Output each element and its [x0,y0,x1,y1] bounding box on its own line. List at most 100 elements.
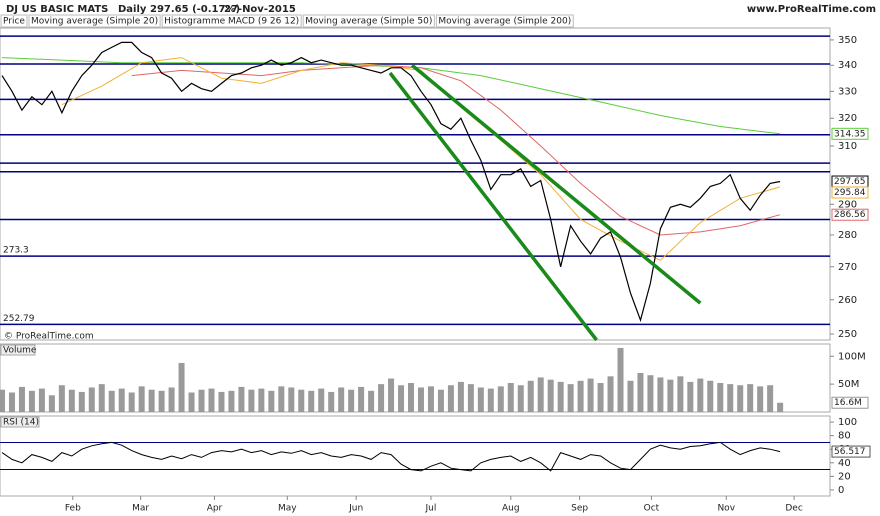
volume-bar [717,383,724,412]
x-tick-label: Apr [207,504,223,514]
legend-entry: Price [3,17,25,27]
volume-bar [477,387,484,412]
volume-bar [417,387,424,412]
trend-line [388,71,598,342]
volume-bar [148,389,155,412]
value-box [831,127,869,140]
x-tick-label: Jul [425,504,437,514]
volume-bar [587,378,594,412]
value-box [831,186,869,199]
volume-bar [457,381,464,412]
volume-bar [487,388,494,412]
volume-bar [737,385,744,412]
volume-bar [308,390,315,412]
volume-bar [767,385,774,412]
value-box-label: 16.6M [834,398,862,408]
panel-label-box [0,344,36,356]
volume-bar [378,384,385,412]
volume-bar [398,385,405,412]
volume-bar [437,389,444,412]
legend-box [302,14,435,28]
volume-panel [0,343,831,413]
value-box [831,445,871,458]
volume-bar [198,389,205,412]
source: www.ProRealTime.com [747,4,876,15]
level-label: 252.79 [3,314,35,324]
y-tick-label: 260 [838,295,857,306]
y-tick-label: 0 [838,485,844,496]
volume-bar [268,390,275,412]
x-tick-label: Aug [502,504,520,514]
volume-bar [358,386,365,412]
volume-bar [557,381,564,412]
price-line [1,41,781,323]
y-tick-label: 270 [838,262,857,273]
volume-bar [178,362,185,412]
volume-bar [757,386,764,412]
volume-bar [697,378,704,412]
volume-bar [288,387,295,412]
value-box-label: 286.56 [834,210,866,220]
volume-bar [98,384,105,412]
y-tick-label: 50M [838,379,859,390]
volume-bar [408,383,415,412]
legend-box [161,14,302,28]
y-tick-label: 310 [838,141,857,152]
volume-bar [627,380,634,412]
value-box-label: 314.35 [834,129,866,139]
volume-bar [617,347,624,412]
volume-bar [138,386,145,412]
volume-bar [777,402,784,412]
price-panel [0,27,831,341]
volume-bar [8,392,15,412]
panel-label-box [0,416,40,428]
volume-bar [597,383,604,412]
legend-entry: Histogramme MACD (9 26 12) [164,17,299,27]
volume-bar [108,390,115,412]
volume-bar [348,389,355,412]
volume-bar [727,384,734,412]
volume-bar [368,390,375,412]
volume-bar [18,386,25,412]
volume-bar [228,390,235,412]
x-tick-label: Jun [348,504,363,514]
x-tick-label: May [278,504,297,514]
legend-entry: Moving average (Simple 200) [438,17,571,27]
volume-bar [427,386,434,412]
y-tick-label: 40 [838,458,851,469]
legend-box [0,14,28,28]
value-box-label: 56.517 [834,447,866,457]
value-box [831,396,869,409]
x-tick-label: Sep [571,504,588,514]
volume-bar [577,380,584,412]
level-label: 273.3 [3,246,29,256]
volume-title: Volume [3,346,37,356]
volume-bar [0,389,5,412]
y-tick-label: 280 [838,230,857,241]
volume-bar [537,377,544,412]
volume-bar [28,390,35,412]
volume-bar [338,387,345,412]
volume-bar [567,384,574,412]
volume-bar [168,387,175,412]
volume-bar [447,385,454,412]
x-tick-label: Mar [132,504,149,514]
volume-bar [507,383,514,412]
volume-bar [118,388,125,412]
volume-bar [527,380,534,412]
volume-bar [188,392,195,412]
volume-bar [38,388,45,412]
volume-bar [278,386,285,412]
y-tick-label: 250 [838,329,857,340]
volume-bar [747,384,754,412]
x-tick-label: Feb [65,504,81,514]
volume-bar [258,388,265,412]
x-tick-label: Oct [644,504,660,514]
volume-bar [68,389,75,412]
value-box-label: 295.84 [834,188,866,198]
rsi-panel [0,415,831,497]
y-tick-label: 320 [838,113,857,124]
moving-average [131,64,781,236]
y-tick-label: 100M [838,351,866,362]
